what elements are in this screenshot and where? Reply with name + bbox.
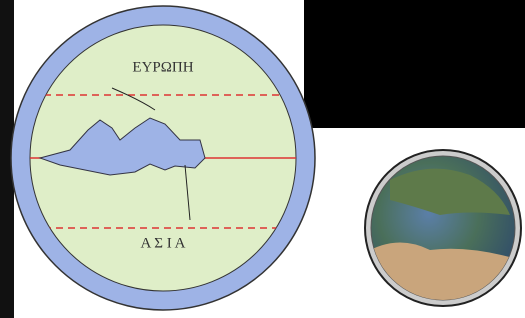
europe-label: ΕΥΡΩΠΗ bbox=[132, 59, 193, 75]
asia-label: Α Σ Ι Α bbox=[141, 235, 186, 251]
page: ΕΥΡΩΠΗ Α Σ Ι Α (() => { const data = JSO… bbox=[0, 0, 525, 318]
illustration: ΕΥΡΩΠΗ Α Σ Ι Α bbox=[0, 0, 525, 318]
